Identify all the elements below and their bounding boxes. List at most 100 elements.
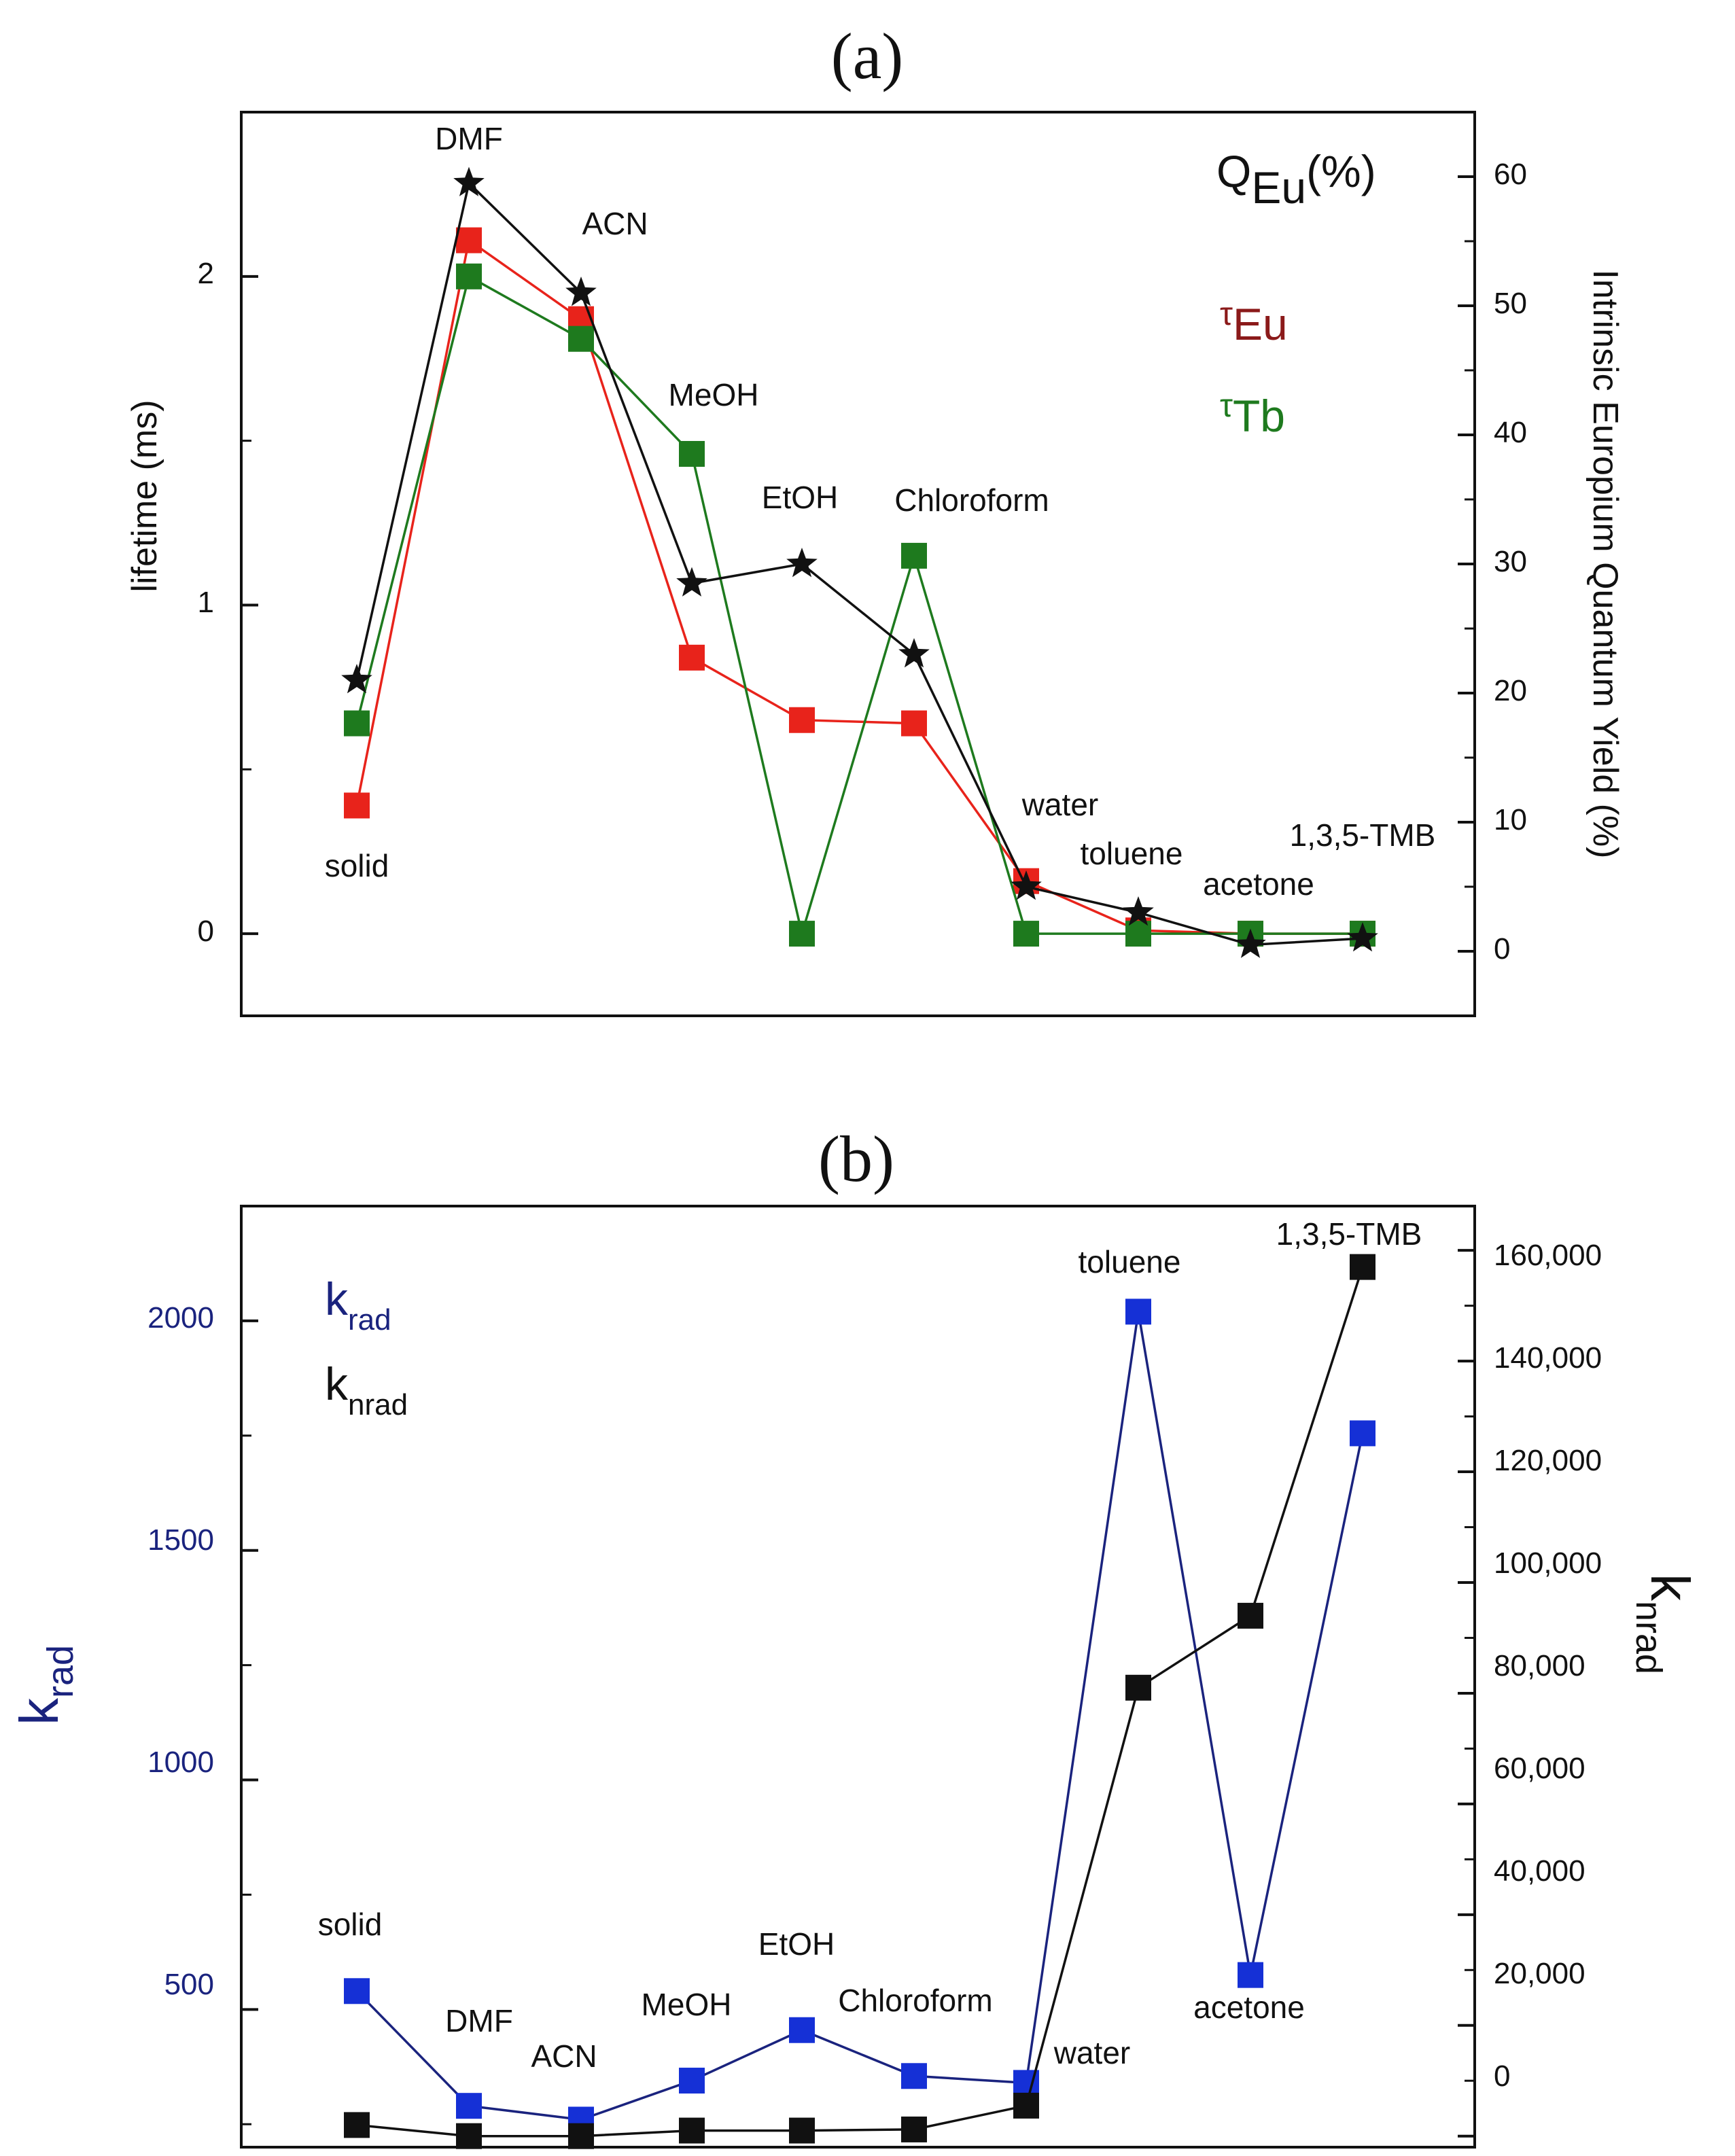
panel-a-ytick-2: 2 xyxy=(198,257,214,290)
panel-a-point-tau-tb xyxy=(901,542,927,569)
panel-b-label-chloroform: Chloroform xyxy=(838,1983,993,2018)
panel-a-line-tau-tb xyxy=(355,275,1363,938)
panel-a-point-q-eu xyxy=(453,166,485,196)
panel-b-yrtick-100000: 100,000 xyxy=(1494,1547,1602,1580)
panel-a-line-q-eu xyxy=(355,181,1363,947)
panel-a-label-toluene: toluene xyxy=(1081,836,1183,871)
panel-a-point-tau-eu xyxy=(679,644,705,671)
panel-b-ytick-500: 500 xyxy=(164,1968,214,2001)
panel-b-point-krad xyxy=(344,1978,370,2004)
panel-a-label-chloroform: Chloroform xyxy=(894,482,1049,518)
panel-b-label-meoh: MeOH xyxy=(642,1987,732,2022)
panel-a-yrtick-50: 50 xyxy=(1494,287,1527,320)
panel-a: (a) 2 1 0 0 10 20 30 40 50 60 lifetime (… xyxy=(125,20,1625,1017)
panel-a-point-tau-eu xyxy=(901,710,927,737)
panel-a-point-q-eu xyxy=(898,638,930,668)
panel-a-yrtick-30: 30 xyxy=(1494,545,1527,578)
panel-b-yrtick-40000: 40,000 xyxy=(1494,1854,1585,1888)
panel-b-point-knrad xyxy=(901,2116,927,2142)
panel-b-point-krad xyxy=(1350,1420,1375,1447)
panel-b-point-knrad xyxy=(1350,1254,1375,1280)
panel-b-line-knrad xyxy=(356,1267,1364,2138)
panel-a-yrtick-20: 20 xyxy=(1494,674,1527,707)
panel-b-ytick-1000: 1000 xyxy=(147,1746,214,1779)
panel-b-legend-knrad: knrad xyxy=(325,1358,408,1421)
panel-a-label-meoh: MeOH xyxy=(669,377,759,412)
panel-b-point-knrad xyxy=(344,2112,370,2138)
panel-a-yrtick-10: 10 xyxy=(1494,803,1527,836)
panel-a-label-tmb: 1,3,5-TMB xyxy=(1290,817,1436,853)
panel-a-ticks xyxy=(241,111,1475,953)
panel-a-yrtick-0: 0 xyxy=(1494,932,1510,966)
panel-a-point-tau-tb xyxy=(344,710,370,737)
panel-b-yrtick-20000: 20,000 xyxy=(1494,1957,1585,1990)
panel-b-legend-krad: krad xyxy=(325,1273,391,1337)
panel-a-label-acn: ACN xyxy=(582,206,648,241)
panel-a-point-q-eu xyxy=(1235,928,1266,958)
panel-b-ytick-2000: 2000 xyxy=(147,1301,214,1335)
panel-a-ytick-0: 0 xyxy=(198,915,214,948)
panel-b-point-knrad xyxy=(789,2117,815,2144)
panel-b: (b) 500 1000 1500 2000 0 20,000 40,000 6… xyxy=(9,1123,1700,2149)
panel-a-point-tau-tb xyxy=(789,921,815,947)
panel-b-label-acn: ACN xyxy=(531,2038,597,2074)
panel-b-ticks xyxy=(241,1249,1475,2138)
panel-a-point-tau-eu xyxy=(456,227,482,253)
panel-b-ylabel-right: knrad xyxy=(1628,1574,1700,1674)
panel-a-point-q-eu xyxy=(341,664,372,694)
panel-b-point-krad xyxy=(679,2068,705,2094)
panel-a-ytick-1: 1 xyxy=(198,586,214,619)
panel-b-label: (b) xyxy=(818,1123,894,1195)
panel-b-yrtick-120000: 120,000 xyxy=(1494,1444,1602,1477)
panel-a-ylabel-left: lifetime (ms) xyxy=(125,400,164,592)
panel-a-point-tau-eu xyxy=(789,707,815,733)
panel-b-yrtick-0: 0 xyxy=(1494,2060,1510,2093)
panel-a-point-q-eu xyxy=(1347,922,1378,952)
panel-a-label-etoh: EtOH xyxy=(762,480,838,515)
panel-b-label-toluene: toluene xyxy=(1079,1244,1181,1279)
panel-b-label-solid: solid xyxy=(318,1907,383,1942)
panel-b-point-knrad xyxy=(1238,1602,1263,1629)
panel-a-point-q-eu xyxy=(565,277,597,306)
panel-a-yrtick-40: 40 xyxy=(1494,416,1527,449)
panel-a-yrtick-60: 60 xyxy=(1494,158,1527,191)
panel-b-yrtick-140000: 140,000 xyxy=(1494,1341,1602,1375)
panel-a-point-tau-tb xyxy=(568,325,594,352)
panel-a-label: (a) xyxy=(831,20,904,92)
panel-a-series xyxy=(341,166,1378,958)
panel-a-point-q-eu xyxy=(1011,870,1042,900)
panel-a-point-q-eu xyxy=(1123,896,1154,926)
panel-b-yrtick-160000: 160,000 xyxy=(1494,1239,1602,1272)
panel-a-point-q-eu xyxy=(786,548,818,578)
panel-b-yrtick-80000: 80,000 xyxy=(1494,1649,1585,1682)
panel-b-point-krad xyxy=(1125,1298,1151,1325)
panel-a-point-tau-tb xyxy=(456,263,482,289)
panel-a-legend-qeu: QEu(%) xyxy=(1216,146,1376,213)
panel-a-point-tau-tb xyxy=(1013,921,1039,947)
panel-a-label-solid: solid xyxy=(325,848,389,883)
panel-a-legend-tau-eu: τEu xyxy=(1220,296,1288,349)
panel-b-series xyxy=(344,1254,1375,2149)
panel-b-label-acetone: acetone xyxy=(1193,1990,1305,2025)
panel-b-line-krad xyxy=(355,1311,1364,2121)
panel-a-ylabel-right: Intrinsic Europium Quantum Yield (%) xyxy=(1585,269,1625,858)
panel-b-point-krad xyxy=(1238,1962,1263,1988)
panel-b-point-knrad xyxy=(1125,1674,1151,1701)
panel-b-point-krad xyxy=(456,2093,482,2119)
panel-b-point-knrad xyxy=(1013,2092,1039,2119)
panel-b-label-water: water xyxy=(1053,2035,1130,2070)
panel-a-point-q-eu xyxy=(676,567,707,597)
panel-a-label-water: water xyxy=(1021,787,1098,822)
panel-b-label-dmf: DMF xyxy=(445,2003,513,2038)
panel-b-plot-frame xyxy=(240,1205,1476,2149)
panel-b-ytick-1500: 1500 xyxy=(147,1523,214,1557)
panel-a-line-tau-eu xyxy=(355,238,1363,935)
panel-a-point-tau-tb xyxy=(679,440,705,467)
panel-b-label-etoh: EtOH xyxy=(758,1926,835,1962)
panel-a-label-dmf: DMF xyxy=(435,121,503,156)
panel-b-point-knrad xyxy=(679,2117,705,2144)
panel-b-label-tmb: 1,3,5-TMB xyxy=(1276,1216,1422,1252)
panel-b-yrtick-60000: 60,000 xyxy=(1494,1752,1585,1785)
panel-b-point-knrad xyxy=(568,2123,594,2149)
